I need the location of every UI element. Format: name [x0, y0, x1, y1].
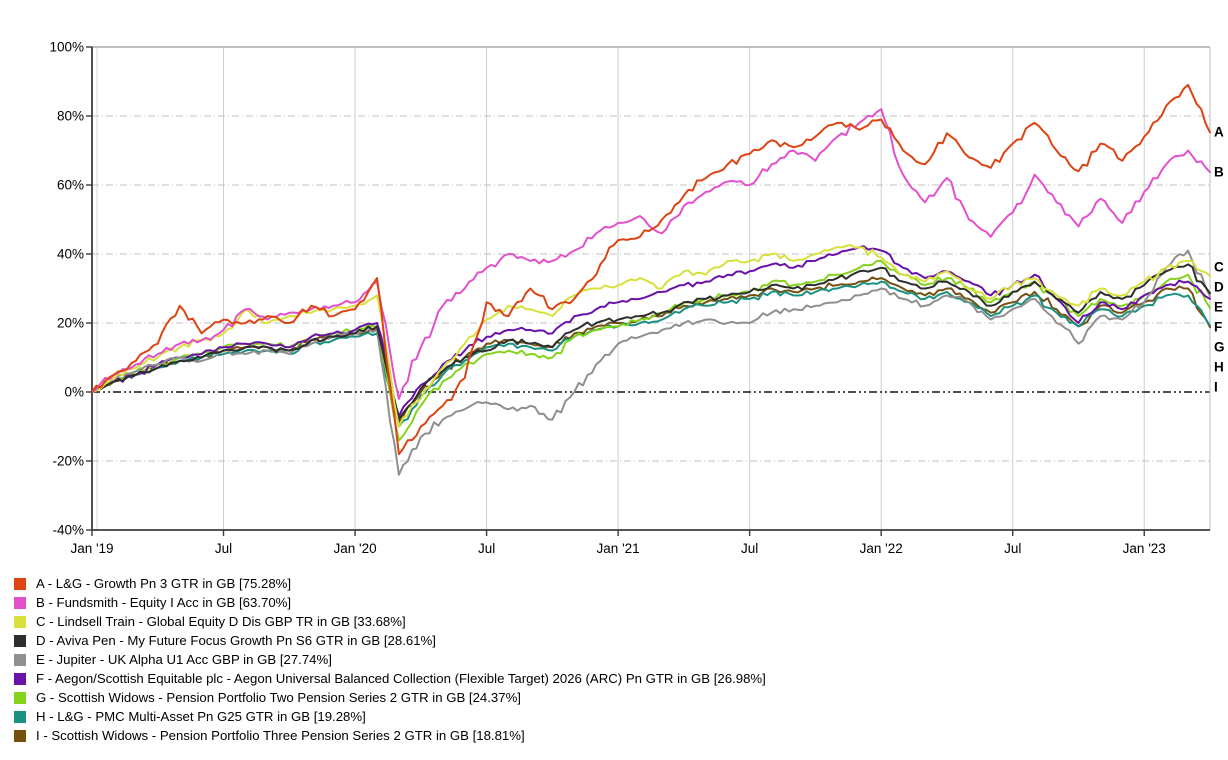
- chart-line-A[interactable]: [91, 83, 1211, 456]
- x-tick-label: Jan '22: [860, 541, 903, 556]
- y-tick-label: 0%: [64, 385, 84, 400]
- series-letter-F: F: [1214, 320, 1222, 335]
- legend-item-I: I - Scottish Widows - Pension Portfolio …: [14, 726, 766, 745]
- legend-item-E: E - Jupiter - UK Alpha U1 Acc GBP in GB …: [14, 650, 766, 669]
- legend-label-A: A - L&G - Growth Pn 3 GTR in GB [75.28%]: [36, 576, 292, 591]
- y-tick-label: 40%: [57, 247, 84, 262]
- series-letter-I: I: [1214, 380, 1218, 395]
- x-tick-label: Jul: [1004, 541, 1021, 556]
- legend-label-F: F - Aegon/Scottish Equitable plc - Aegon…: [36, 671, 766, 686]
- legend-swatch-D: [14, 634, 26, 647]
- x-axis-labels: Jan '19 Jul Jan '20 Jul Jan '21 Jul Jan '22 Jul…: [70, 541, 1165, 556]
- chart-line-E[interactable]: [91, 249, 1211, 476]
- chart-line-C[interactable]: [91, 243, 1211, 428]
- legend-label-C: C - Lindsell Train - Global Equity D Dis…: [36, 614, 406, 629]
- x-tick-label: Jul: [741, 541, 758, 556]
- legend-label-I: I - Scottish Widows - Pension Portfolio …: [36, 728, 525, 743]
- x-tick-label: Jan '19: [70, 541, 113, 556]
- performance-line-chart: 100%80%60%40%20%0%-20%-40% Jan '19 Jul Jan…: [49, 40, 1225, 557]
- y-tick-label: 80%: [57, 109, 84, 124]
- legend-swatch-I: [14, 729, 26, 742]
- y-tick-label: 100%: [49, 40, 84, 55]
- axes-frame: [91, 46, 1211, 531]
- legend-label-B: B - Fundsmith - Equity I Acc in GB [63.7…: [36, 595, 292, 610]
- legend-item-H: H - L&G - PMC Multi-Asset Pn G25 GTR in …: [14, 707, 766, 726]
- y-tick-label: -40%: [52, 523, 84, 538]
- gridlines: [92, 47, 1210, 530]
- legend: A - L&G - Growth Pn 3 GTR in GB [75.28%]…: [14, 574, 766, 745]
- series-letter-H: H: [1214, 360, 1224, 375]
- legend-swatch-A: [14, 577, 26, 590]
- legend-swatch-F: [14, 672, 26, 685]
- legend-swatch-B: [14, 596, 26, 609]
- chart-line-D[interactable]: [91, 263, 1211, 421]
- x-tick-label: Jan '20: [333, 541, 376, 556]
- series-letter-B: B: [1214, 165, 1224, 180]
- legend-swatch-H: [14, 710, 26, 723]
- x-tick-label: Jul: [478, 541, 495, 556]
- legend-item-G: G - Scottish Widows - Pension Portfolio …: [14, 688, 766, 707]
- legend-item-F: F - Aegon/Scottish Equitable plc - Aegon…: [14, 669, 766, 688]
- series-letter-C: C: [1214, 260, 1224, 275]
- y-tick-label: 20%: [57, 316, 84, 331]
- legend-item-D: D - Aviva Pen - My Future Focus Growth P…: [14, 631, 766, 650]
- legend-swatch-C: [14, 615, 26, 628]
- y-tick-label: 60%: [57, 178, 84, 193]
- axis-ticks: [86, 46, 1145, 536]
- legend-item-B: B - Fundsmith - Equity I Acc in GB [63.7…: [14, 593, 766, 612]
- legend-label-H: H - L&G - PMC Multi-Asset Pn G25 GTR in …: [36, 709, 366, 724]
- y-axis-labels: 100% 80% 60% 40% 20% 0% -20% -40%: [49, 40, 84, 538]
- legend-swatch-E: [14, 653, 26, 666]
- series-letter-D: D: [1214, 280, 1224, 295]
- legend-item-C: C - Lindsell Train - Global Equity D Dis…: [14, 612, 766, 631]
- x-tick-label: Jul: [215, 541, 232, 556]
- x-tick-label: Jan '21: [597, 541, 640, 556]
- x-tick-label: Jan '23: [1123, 541, 1166, 556]
- legend-label-G: G - Scottish Widows - Pension Portfolio …: [36, 690, 521, 705]
- series-letter-A: A: [1214, 125, 1224, 140]
- y-tick-label: -20%: [52, 454, 84, 469]
- chart-line-F[interactable]: [91, 245, 1211, 418]
- legend-label-E: E - Jupiter - UK Alpha U1 Acc GBP in GB …: [36, 652, 332, 667]
- legend-item-A: A - L&G - Growth Pn 3 GTR in GB [75.28%]: [14, 574, 766, 593]
- series-letter-E: E: [1214, 300, 1223, 315]
- legend-label-D: D - Aviva Pen - My Future Focus Growth P…: [36, 633, 436, 648]
- chart-line-B[interactable]: [91, 108, 1211, 400]
- series-lines: [91, 83, 1211, 476]
- chart-line-I[interactable]: [91, 276, 1211, 425]
- series-letter-G: G: [1214, 340, 1225, 355]
- legend-swatch-G: [14, 691, 26, 704]
